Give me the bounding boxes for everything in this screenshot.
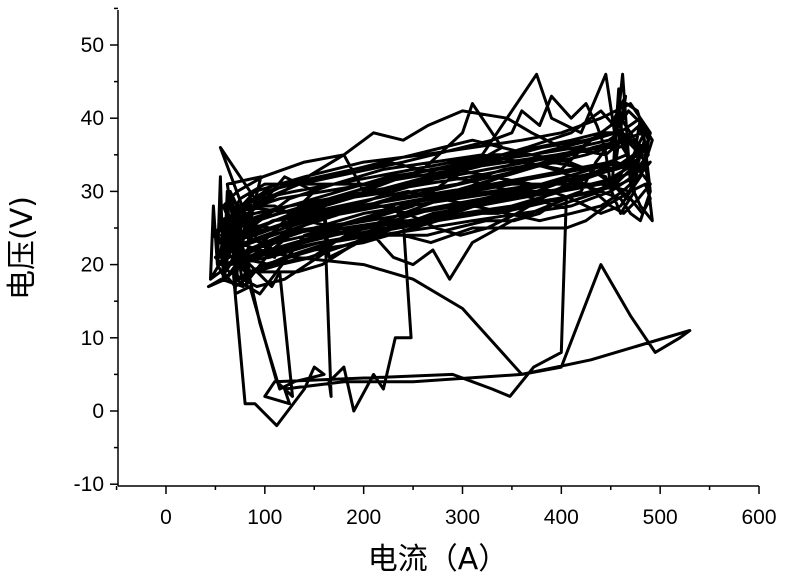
ticks-layer: 0 100 200 300 400 500 600 -10 0 10 20 30 40 50 bbox=[74, 7, 777, 529]
y-tick-label: -10 bbox=[74, 473, 104, 496]
x-tick-label: 500 bbox=[643, 506, 678, 529]
x-tick-label: 300 bbox=[445, 506, 480, 529]
y-tick-label: 20 bbox=[81, 254, 104, 277]
x-tick-label: 200 bbox=[346, 506, 381, 529]
axes-layer bbox=[117, 10, 759, 487]
x-tick-label: 600 bbox=[741, 506, 776, 529]
trace-layer bbox=[207, 72, 692, 428]
y-tick-label: 30 bbox=[81, 180, 104, 203]
series-line-0 bbox=[207, 72, 692, 428]
y-tick-label: 40 bbox=[81, 107, 104, 130]
x-tick-label: 0 bbox=[160, 506, 172, 529]
y-tick-label: 10 bbox=[81, 327, 104, 350]
x-axis-title: 电流（A） bbox=[368, 542, 509, 577]
y-tick-label: 50 bbox=[81, 34, 104, 57]
x-tick-label: 400 bbox=[544, 506, 579, 529]
x-tick-label: 100 bbox=[247, 506, 282, 529]
y-tick-label: 0 bbox=[92, 400, 104, 423]
y-axis-title: 电压(V) bbox=[5, 196, 40, 300]
